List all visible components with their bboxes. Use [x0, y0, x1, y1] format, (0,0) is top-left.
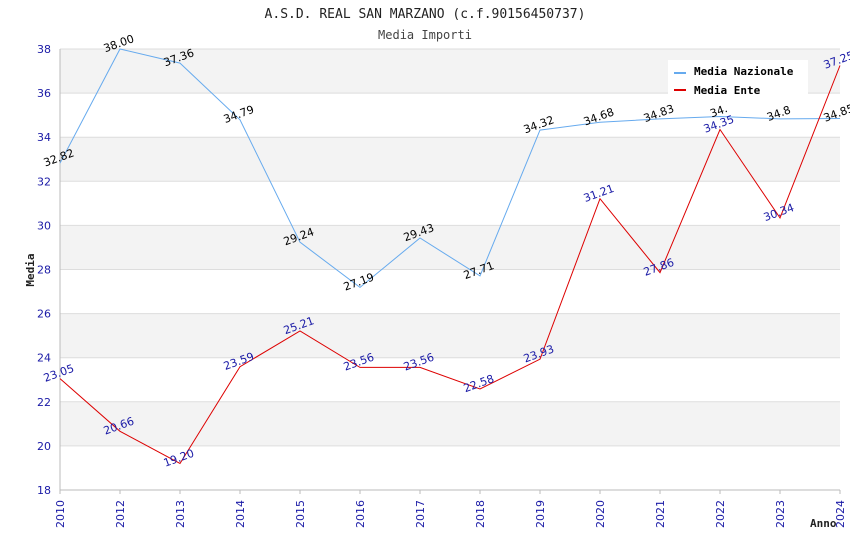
band-20-22 [60, 401, 840, 446]
y-tick-labels: 18 20 22 24 26 28 30 32 34 36 38 [37, 43, 51, 497]
x-tick-label-2015: 2015 [294, 500, 307, 528]
y-tick-label-22: 22 [37, 396, 51, 409]
y-axis-label: Media [24, 253, 37, 286]
x-tick-label-2024: 2024 [834, 500, 847, 528]
y-tick-label-28: 28 [37, 264, 51, 277]
y-tick-label-30: 30 [37, 219, 51, 232]
band-28-30 [60, 225, 840, 270]
x-tick-label-2021: 2021 [654, 500, 667, 528]
band-22-24 [60, 357, 840, 402]
legend-box [668, 60, 808, 94]
band-18-20 [60, 445, 840, 490]
x-tick-label-2013: 2013 [174, 500, 187, 528]
band-34-36 [60, 93, 840, 138]
x-tick-label-2012: 2012 [114, 500, 127, 528]
x-tick-label-2014: 2014 [234, 500, 247, 528]
band-24-26 [60, 313, 840, 358]
x-tick-label-2022: 2022 [714, 500, 727, 528]
band-30-32 [60, 181, 840, 226]
x-tick-label-2017: 2017 [414, 500, 427, 528]
legend: Media Nazionale Media Ente [668, 60, 808, 97]
series-line-media-nazionale [59, 48, 841, 289]
legend-label-media-nazionale: Media Nazionale [694, 65, 794, 78]
x-tick-label-2018: 2018 [474, 500, 487, 528]
x-tick-label-2019: 2019 [534, 500, 547, 528]
series-line-media-ente [59, 65, 841, 465]
chart-subtitle: Media Importi [378, 28, 472, 42]
y-tick-label-18: 18 [37, 484, 51, 497]
series-lines [59, 48, 841, 465]
x-tick-label-2023: 2023 [774, 500, 787, 528]
plot-background-bands [60, 49, 840, 490]
y-tick-label-34: 34 [37, 131, 51, 144]
x-tick-labels: 2010 2012 2013 2014 2015 2016 2017 2018 2019 2020… [54, 500, 847, 528]
x-axis-label: Anno [810, 517, 837, 530]
y-tick-label-26: 26 [37, 308, 51, 321]
legend-label-media-ente: Media Ente [694, 84, 761, 97]
x-tick-label-2010: 2010 [54, 500, 67, 528]
band-32-34 [60, 137, 840, 182]
x-tick-label-2020: 2020 [594, 500, 607, 528]
chart-title: A.S.D. REAL SAN MARZANO (c.f.90156450737… [265, 7, 586, 22]
data-label-media-nazionale-2022: 34. [708, 102, 729, 120]
y-tick-label-24: 24 [37, 352, 51, 365]
y-tick-label-20: 20 [37, 440, 51, 453]
y-tick-label-36: 36 [37, 87, 51, 100]
y-tick-label-32: 32 [37, 175, 51, 188]
x-tick-label-2016: 2016 [354, 500, 367, 528]
band-26-28 [60, 269, 840, 314]
y-tick-label-38: 38 [37, 43, 51, 56]
axes [59, 49, 841, 494]
